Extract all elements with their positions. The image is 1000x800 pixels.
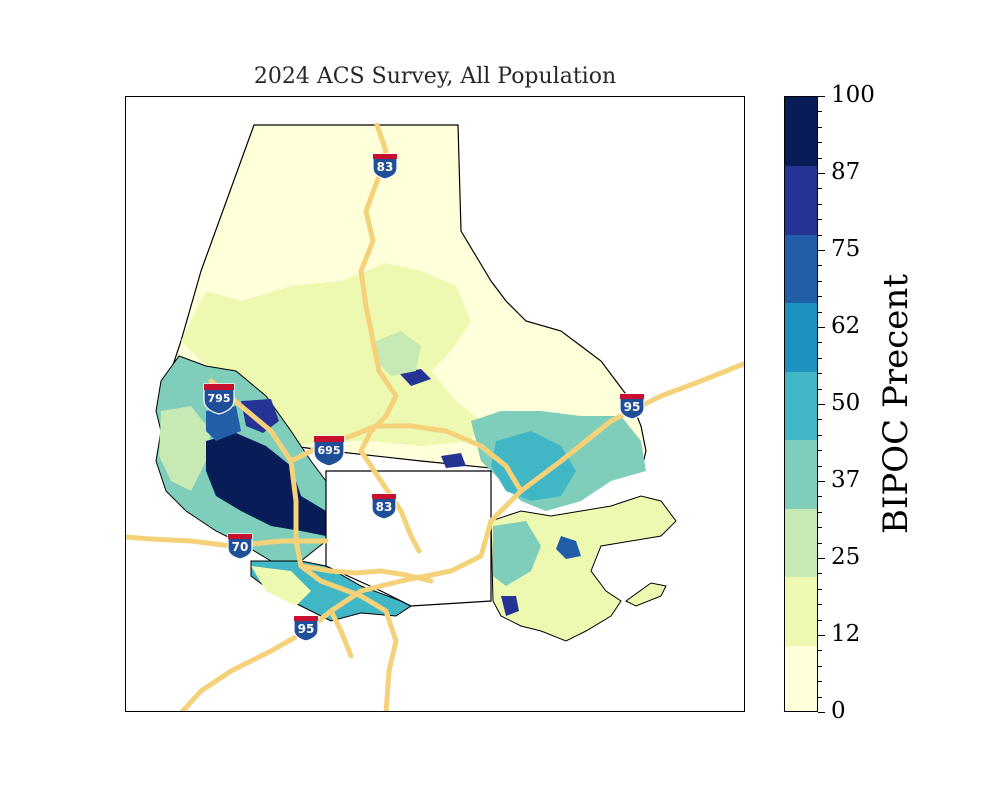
colorbar-minor-tick [818,450,822,452]
shield-label-95-northeast: 95 [624,400,641,414]
colorbar-tick-label: 87 [831,159,861,185]
colorbar-minor-tick [818,696,822,698]
east-island [625,582,667,607]
southwest-yellow [251,566,311,606]
colorbar [784,96,818,712]
colorbar-minor-tick [818,157,822,159]
colorbar-minor-tick [818,327,822,328]
colorbar-minor-tick [818,558,822,559]
colorbar-minor-tick [818,219,822,221]
north-blue-patch [399,369,431,386]
colorbar-minor-tick [818,712,822,713]
colorbar-minor-tick [818,434,822,436]
colorbar-segment [785,507,817,578]
west-midblue [206,406,241,441]
colorbar-tick-label: 12 [831,621,861,647]
colorbar-minor-tick [818,619,822,621]
colorbar-tick-label: 75 [831,236,861,262]
colorbar-tick-label: 25 [831,544,861,570]
colorbar-label: BIPOC Precent [876,274,916,534]
colorbar-minor-tick [818,357,822,359]
shield-label-795: 795 [208,392,231,405]
colorbar-minor-tick [818,465,822,467]
colorbar-segment [785,233,817,304]
colorbar-minor-tick [818,188,822,190]
colorbar-minor-tick [818,665,822,667]
colorbar-segment [785,370,817,441]
colorbar-minor-tick [818,542,822,544]
interstate-shield-95-northeast: 95 [619,393,645,420]
colorbar-minor-tick [818,650,822,652]
map-title: 2024 ACS Survey, All Population [253,64,617,89]
colorbar-minor-tick [818,296,822,298]
southeast-blue-patch [556,536,581,559]
colorbar-minor-tick [818,126,822,128]
colorbar-segment [785,576,817,646]
southeast-teal [493,521,541,586]
colorbar-minor-tick [818,604,822,606]
colorbar-minor-tick [818,250,822,251]
east-darkblue-patch [441,453,466,468]
colorbar-minor-tick [818,588,822,590]
colorbar-segment [785,302,817,372]
colorbar-minor-tick [818,373,822,375]
west-lightgreen [159,406,211,491]
colorbar-minor-tick [818,419,822,421]
colorbar-minor-tick [818,511,822,513]
shield-label-95-southwest: 95 [298,622,315,636]
colorbar-segment [785,97,817,167]
north-teal-patch [376,331,421,376]
colorbar-tick-label: 37 [831,467,861,493]
colorbar-minor-tick [818,481,822,482]
colorbar-minor-tick [818,342,822,344]
colorbar-segment [785,165,817,235]
colorbar-minor-tick [818,280,822,282]
interstate-shield-83-south: 83 [371,493,397,520]
shield-label-695: 695 [318,444,341,457]
east-region-blue [491,431,576,501]
colorbar-segment [785,644,817,711]
colorbar-minor-tick [818,681,822,683]
colorbar-minor-tick [818,496,822,498]
interstate-shield-95-southwest: 95 [293,615,319,642]
southeast-darkblue-patch [501,596,519,616]
colorbar-minor-tick [818,265,822,267]
interstate-shield-795: 795 [203,383,235,415]
southeast-peninsula [490,495,677,642]
colorbar-minor-tick [818,527,822,529]
interstate-shield-70: 70 [227,533,253,560]
colorbar-minor-tick [818,203,822,205]
shield-label-83-south: 83 [376,500,393,514]
colorbar-minor-tick [818,388,822,390]
colorbar-minor-tick [818,96,822,97]
colorbar-minor-tick [818,142,822,144]
colorbar-minor-tick [818,111,822,113]
shield-label-70: 70 [232,540,249,554]
colorbar-minor-tick [818,635,822,636]
colorbar-tick-label: 50 [831,390,861,416]
colorbar-tick-label: 0 [831,698,846,724]
colorbar-tick-label: 62 [831,313,861,339]
colorbar-minor-tick [818,404,822,405]
colorbar-tick-label: 100 [831,82,875,108]
colorbar-minor-tick [818,311,822,313]
colorbar-segment [785,439,817,509]
colorbar-minor-tick [818,234,822,236]
interstate-shield-695: 695 [313,435,345,467]
west-blue [241,399,279,433]
colorbar-minor-tick [818,573,822,575]
interstate-shield-83-north: 83 [372,153,398,180]
map-frame: 795 695 83 83 70 95 [125,96,745,712]
colorbar-minor-tick [818,173,822,174]
shield-label-83-north: 83 [377,160,394,174]
map-canvas: 795 695 83 83 70 95 [126,122,744,711]
